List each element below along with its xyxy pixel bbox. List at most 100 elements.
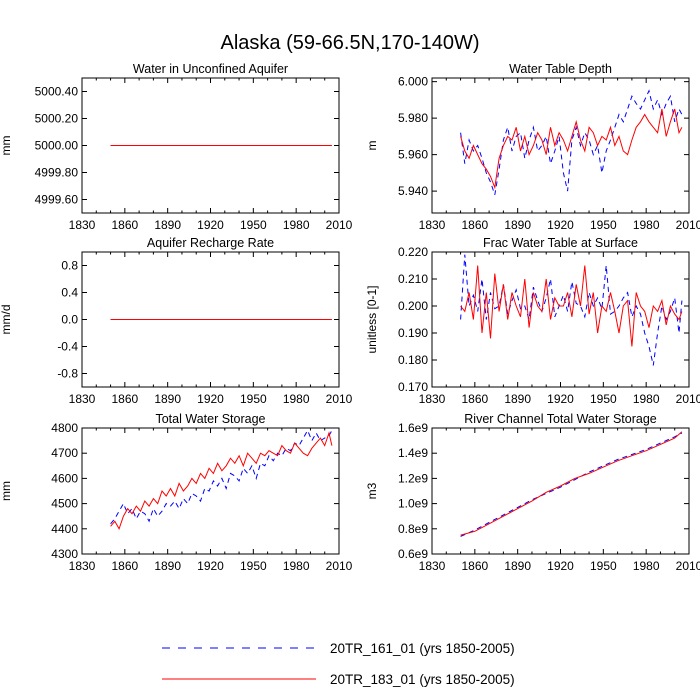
x-tick-label: 1890 [504, 392, 531, 406]
series-183-line [460, 431, 683, 536]
y-tick-label: 5000.00 [35, 139, 79, 153]
plot-frame [431, 77, 690, 214]
series-161-line [460, 89, 683, 195]
x-tick-label: 1830 [69, 218, 96, 232]
panel-1: Water in Unconfined Aquifer 1830 1860 1890 1… [0, 62, 353, 232]
y-tick-label: 1.2e9 [398, 471, 428, 485]
x-tick-label: 2010 [326, 218, 353, 232]
plot-frame [81, 251, 340, 388]
x-tick-label: 1980 [633, 392, 660, 406]
y-tick-label: 4700 [51, 446, 78, 460]
y-tick-label: -0.4 [57, 340, 78, 354]
plot-frame [431, 251, 690, 388]
y-tick-label: 5.980 [398, 111, 428, 125]
x-tick-label: 1860 [111, 392, 138, 406]
x-tick-label: 1920 [547, 559, 574, 573]
y-tick-label: 0.170 [398, 380, 428, 394]
panel-title: River Channel Total Water Storage [464, 412, 657, 426]
x-tick-label: 1890 [154, 559, 181, 573]
y-tick-label: 0.200 [398, 299, 428, 313]
x-tick-label: 1860 [111, 559, 138, 573]
x-tick-label: 2010 [326, 559, 353, 573]
x-tick-label: 2010 [676, 218, 700, 232]
y-tick-label: 1.0e9 [398, 497, 428, 511]
x-tick-label: 1950 [590, 218, 617, 232]
panel-2: Water Table Depth 1830 1860 1890 1920 1950 198… [365, 62, 700, 232]
y-tick-label: 5.940 [398, 184, 428, 198]
y-tick-label: 1.4e9 [398, 446, 428, 460]
y-tick-label: 4999.80 [35, 166, 79, 180]
x-tick-label: 1920 [197, 218, 224, 232]
y-tick-label: 0.4 [61, 286, 78, 300]
series-183-line [460, 108, 683, 190]
x-tick-label: 1830 [419, 559, 446, 573]
legend: 20TR_161_01 (yrs 1850-2005) 20TR_183_01 … [162, 641, 515, 687]
x-tick-label: 1890 [504, 559, 531, 573]
plot-frame [81, 427, 340, 555]
x-tick-label: 2010 [326, 392, 353, 406]
x-tick-label: 2010 [676, 559, 700, 573]
y-axis-label: unitless [0-1] [365, 285, 379, 353]
y-tick-label: 5.960 [398, 148, 428, 162]
x-tick-label: 1830 [69, 392, 96, 406]
x-tick-label: 1950 [240, 218, 267, 232]
x-tick-label: 1950 [590, 559, 617, 573]
y-tick-label: 4300 [51, 547, 78, 561]
series-161-line [460, 254, 683, 366]
y-tick-label: 4400 [51, 522, 78, 536]
x-tick-label: 1890 [154, 392, 181, 406]
panel-5: Total Water Storage 1830 1860 1890 1920 1950 1… [0, 412, 353, 573]
x-tick-label: 1950 [240, 559, 267, 573]
y-axis-label: mm [0, 136, 13, 156]
x-tick-label: 1920 [197, 559, 224, 573]
x-tick-label: 1830 [69, 559, 96, 573]
x-tick-label: 1830 [419, 218, 446, 232]
y-tick-label: 5000.40 [35, 85, 79, 99]
y-tick-label: 1.6e9 [398, 421, 428, 435]
y-tick-label: -0.8 [57, 367, 78, 381]
x-tick-label: 1980 [283, 392, 310, 406]
y-axis-label: m [365, 141, 379, 151]
series-161-line [110, 429, 333, 525]
legend-label-183: 20TR_183_01 (yrs 1850-2005) [330, 672, 515, 687]
plot-frame [431, 427, 690, 555]
x-tick-label: 1890 [154, 218, 181, 232]
x-tick-label: 1920 [547, 392, 574, 406]
y-tick-label: 4600 [51, 471, 78, 485]
x-tick-label: 1890 [504, 218, 531, 232]
series-161-line [460, 432, 683, 537]
x-tick-label: 1950 [240, 392, 267, 406]
x-tick-label: 1950 [590, 392, 617, 406]
series-183-line [460, 265, 683, 347]
panel-title: Water in Unconfined Aquifer [133, 62, 288, 76]
panel-6: River Channel Total Water Storage 1830 186… [365, 412, 700, 573]
panel-title: Frac Water Table at Surface [483, 236, 638, 250]
panel-4: Frac Water Table at Surface 1830 1860 1890 1… [365, 236, 700, 406]
y-tick-label: 0.180 [398, 353, 428, 367]
x-tick-label: 1980 [283, 218, 310, 232]
panels: Water in Unconfined Aquifer 1830 1860 1890 1… [0, 62, 700, 573]
y-tick-label: 0.210 [398, 272, 428, 286]
x-tick-label: 1980 [633, 559, 660, 573]
figure-title: Alaska (59-66.5N,170-140W) [220, 32, 479, 54]
panel-3: Aquifer Recharge Rate 1830 1860 1890 1920 195… [0, 236, 353, 406]
x-tick-label: 1920 [197, 392, 224, 406]
x-tick-label: 1980 [283, 559, 310, 573]
series-183-line [110, 431, 333, 531]
y-tick-label: 4800 [51, 421, 78, 435]
y-tick-label: 4500 [51, 497, 78, 511]
y-tick-label: 0.0 [61, 313, 78, 327]
panel-title: Aquifer Recharge Rate [147, 236, 274, 250]
legend-label-161: 20TR_161_01 (yrs 1850-2005) [330, 641, 515, 656]
x-tick-label: 1860 [461, 218, 488, 232]
y-tick-label: 0.220 [398, 245, 428, 259]
y-axis-label: mm [0, 481, 13, 501]
x-tick-label: 1830 [419, 392, 446, 406]
y-tick-label: 0.190 [398, 326, 428, 340]
x-tick-label: 1860 [461, 559, 488, 573]
y-tick-label: 0.8e9 [398, 522, 428, 536]
y-tick-label: 6.000 [398, 75, 428, 89]
y-tick-label: 5000.20 [35, 112, 79, 126]
x-tick-label: 1860 [461, 392, 488, 406]
